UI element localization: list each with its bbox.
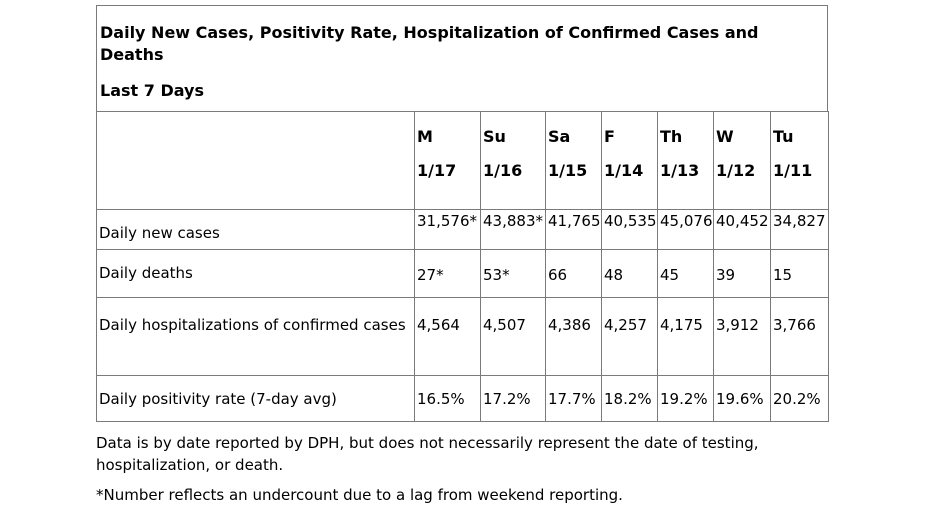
column-day: Tu — [773, 127, 794, 146]
cell-value: 4,257 — [601, 297, 658, 376]
cell-value: 27* — [414, 249, 481, 298]
table-row: Daily deaths 27* 53* 66 48 45 39 15 — [96, 249, 829, 298]
cell-value: 19.2% — [657, 375, 714, 422]
cell-value: 3,766 — [770, 297, 829, 376]
column-date: 1/15 — [548, 161, 588, 180]
table-title: Daily New Cases, Positivity Rate, Hospit… — [100, 23, 759, 64]
cell-value: 17.2% — [480, 375, 546, 422]
column-day: W — [716, 127, 734, 146]
cell-value: 66 — [545, 249, 602, 298]
column-date: 1/16 — [483, 161, 523, 180]
column-header: Tu 1/11 — [770, 111, 829, 210]
column-day: F — [604, 127, 615, 146]
data-table: M 1/17 Su 1/16 Sa 1/15 F 1/14 Th 1/13 W 1/12 T… — [96, 111, 829, 422]
header-empty-cell — [96, 111, 415, 210]
column-day: Sa — [548, 127, 571, 146]
column-date: 1/11 — [773, 161, 813, 180]
column-day: Su — [483, 127, 506, 146]
cell-value: 20.2% — [770, 375, 829, 422]
cell-value: 40,452 — [713, 209, 771, 250]
cell-value: 19.6% — [713, 375, 771, 422]
table-row: Daily positivity rate (7-day avg) 16.5% … — [96, 375, 829, 422]
cell-value: 45 — [657, 249, 714, 298]
cell-value: 17.7% — [545, 375, 602, 422]
column-date: 1/14 — [604, 161, 644, 180]
column-header: Su 1/16 — [480, 111, 546, 210]
column-date: 1/12 — [716, 161, 756, 180]
cell-value: 15 — [770, 249, 829, 298]
cell-value: 40,535 — [601, 209, 658, 250]
cell-value: 39 — [713, 249, 771, 298]
column-header: Th 1/13 — [657, 111, 714, 210]
table-subtitle: Last 7 Days — [100, 81, 204, 100]
column-date: 1/13 — [660, 161, 700, 180]
column-date: 1/17 — [417, 161, 457, 180]
column-header: Sa 1/15 — [545, 111, 602, 210]
footnotes: Data is by date reported by DPH, but doe… — [96, 432, 828, 506]
cell-value: 48 — [601, 249, 658, 298]
cell-value: 41,765 — [545, 209, 602, 250]
cell-value: 4,175 — [657, 297, 714, 376]
cell-value: 4,507 — [480, 297, 546, 376]
cell-value: 16.5% — [414, 375, 481, 422]
cell-value: 4,564 — [414, 297, 481, 376]
column-header: M 1/17 — [414, 111, 481, 210]
document: Daily New Cases, Positivity Rate, Hospit… — [96, 5, 829, 506]
column-header: W 1/12 — [713, 111, 771, 210]
cell-value: 4,386 — [545, 297, 602, 376]
cell-value: 45,076 — [657, 209, 714, 250]
cell-value: 34,827 — [770, 209, 829, 250]
cell-value: 18.2% — [601, 375, 658, 422]
row-label: Daily positivity rate (7-day avg) — [96, 375, 415, 422]
table-row: Daily new cases 31,576* 43,883* 41,765 4… — [96, 209, 829, 250]
cell-value: 43,883* — [480, 209, 546, 250]
column-header: F 1/14 — [601, 111, 658, 210]
table-row: Daily hospitalizations of confirmed case… — [96, 297, 829, 376]
row-label: Daily new cases — [96, 209, 415, 250]
column-day: Th — [660, 127, 683, 146]
header-row: M 1/17 Su 1/16 Sa 1/15 F 1/14 Th 1/13 W 1/12 T… — [96, 111, 829, 210]
cell-value: 31,576* — [414, 209, 481, 250]
footnote: Data is by date reported by DPH, but doe… — [96, 434, 759, 474]
row-label: Daily deaths — [96, 249, 415, 298]
title-box: Daily New Cases, Positivity Rate, Hospit… — [96, 5, 828, 111]
cell-value: 53* — [480, 249, 546, 298]
column-day: M — [417, 127, 433, 146]
cell-value: 3,912 — [713, 297, 771, 376]
footnote: *Number reflects an undercount due to a … — [96, 486, 623, 504]
row-label: Daily hospitalizations of confirmed case… — [96, 297, 415, 376]
